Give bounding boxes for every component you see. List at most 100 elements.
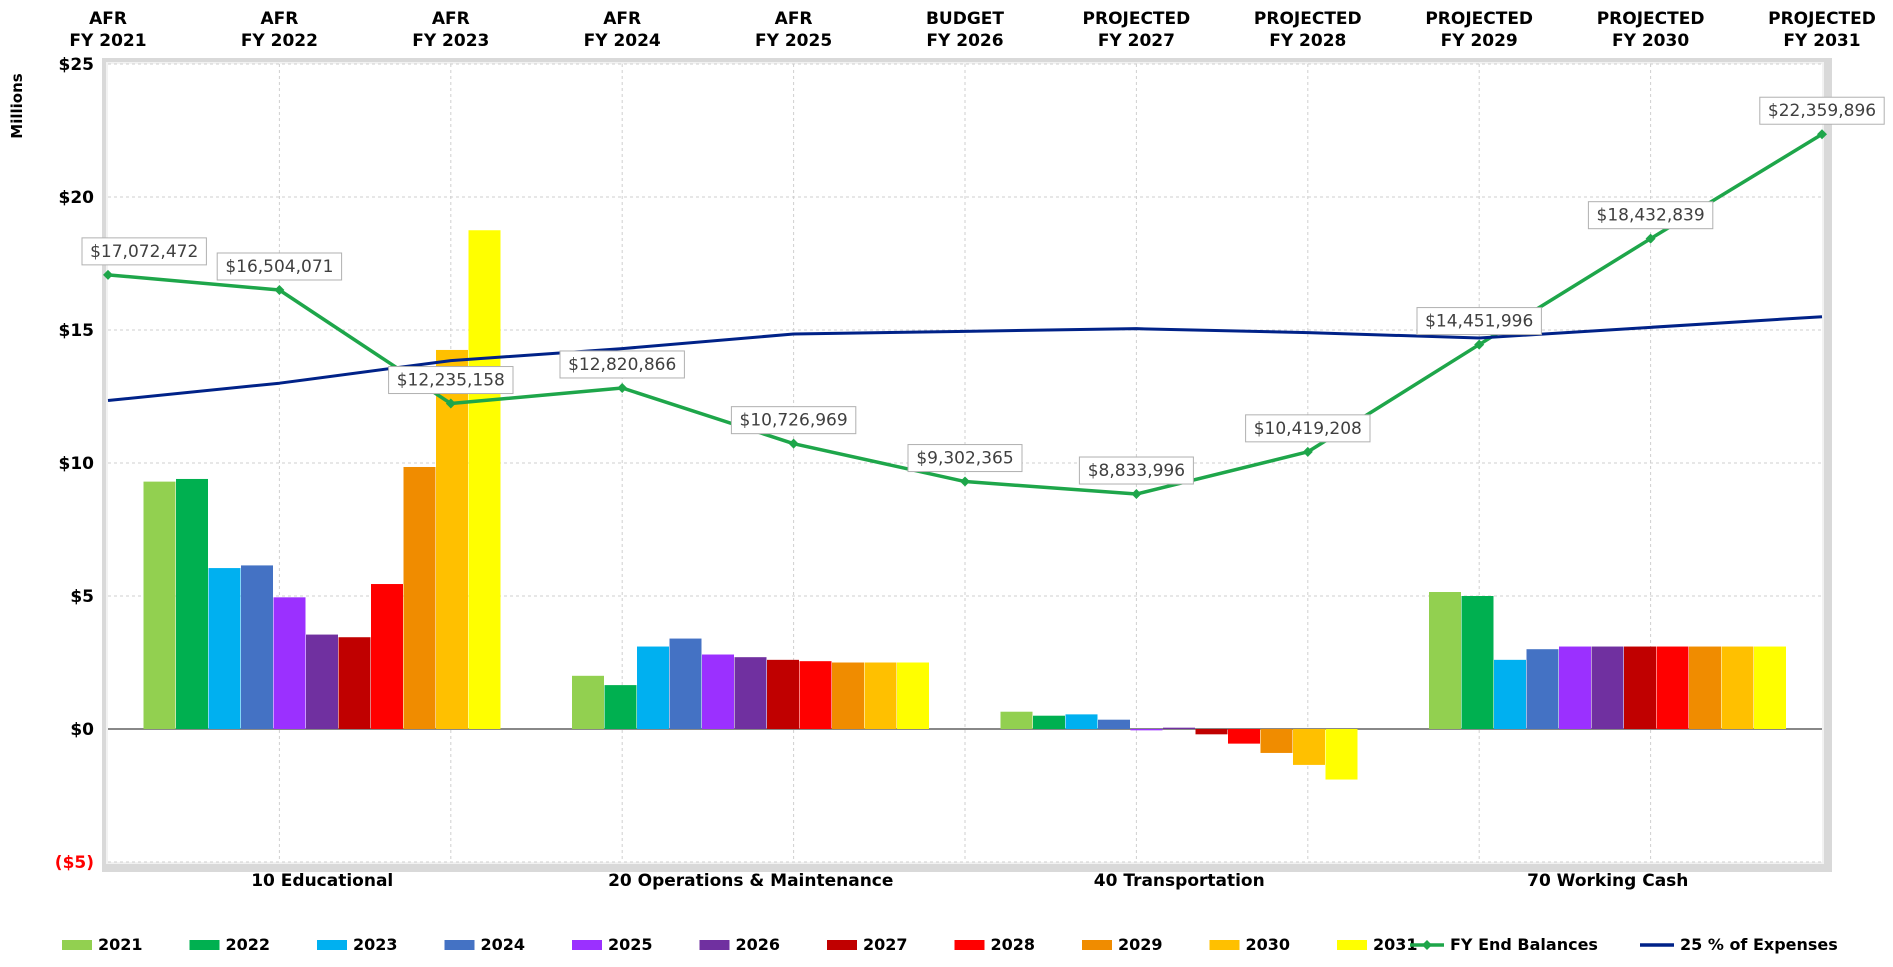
data-label-box <box>730 406 857 435</box>
bar-2029-cat4 <box>1689 646 1721 729</box>
data-label-box <box>388 366 514 395</box>
top-label-line1: AFR <box>603 9 641 29</box>
bar-2028-cat4 <box>1656 646 1689 729</box>
bar-2031-cat4 <box>1754 646 1786 729</box>
legend-swatch <box>827 940 857 950</box>
bar-2030-cat3 <box>1293 729 1325 765</box>
bar-2027-cat4 <box>1624 646 1656 729</box>
top-label-line2: FY 2023 <box>412 31 489 51</box>
data-label-box <box>1245 414 1371 443</box>
bars <box>143 230 1786 780</box>
data-label: $12,820,866 <box>568 355 676 375</box>
series-point <box>445 398 456 409</box>
data-label: $12,235,158 <box>397 371 505 391</box>
series-point <box>103 269 113 280</box>
top-label-line1: PROJECTED <box>1083 9 1191 29</box>
legend: 2021 2022 2023 2024 2025 2026 2027 2028 2029 2030… <box>62 935 1838 954</box>
bar-2024-cat2 <box>669 638 702 729</box>
category-labels: 10 Educational 20 Operations & Maintenanc… <box>251 871 1688 891</box>
y-tick-label: $20 <box>59 188 95 208</box>
legend-swatch <box>954 940 985 950</box>
top-label-line2: FY 2021 <box>69 31 146 51</box>
top-label-line2: FY 2022 <box>241 31 318 51</box>
y-tick-label: $10 <box>59 454 95 474</box>
top-label-line1: AFR <box>260 9 298 29</box>
bar-2025-cat3 <box>1130 729 1163 731</box>
legend-marker <box>1422 940 1432 950</box>
data-label: $14,451,996 <box>1425 312 1533 332</box>
category-label: 10 Educational <box>251 871 393 891</box>
data-label: $22,359,896 <box>1768 101 1876 121</box>
bar-2027-cat3 <box>1195 729 1228 735</box>
y-tick-label: ($5) <box>55 853 94 873</box>
legend-swatch <box>1082 940 1112 950</box>
data-label-box <box>1587 201 1714 230</box>
bar-2025-cat1 <box>273 597 306 729</box>
data-label: $9,302,365 <box>916 449 1013 469</box>
legend-label: 2022 <box>226 935 271 954</box>
bar-2023-cat1 <box>208 568 241 729</box>
bar-2027-cat2 <box>767 659 799 729</box>
y-tick-label: $0 <box>70 720 94 740</box>
bar-2024-cat1 <box>241 565 273 729</box>
top-label-line1: PROJECTED <box>1768 9 1876 29</box>
bar-2026-cat4 <box>1591 646 1624 729</box>
top-label-line2: FY 2026 <box>926 31 1003 51</box>
top-label-line1: PROJECTED <box>1425 9 1533 29</box>
bar-2028-cat2 <box>799 661 832 729</box>
top-label-line1: PROJECTED <box>1597 9 1705 29</box>
bar-2031-cat1 <box>468 230 501 729</box>
series-point <box>1474 339 1485 350</box>
top-label-line2: FY 2024 <box>584 31 661 51</box>
series-point <box>617 382 628 393</box>
top-label-line1: AFR <box>89 9 127 29</box>
top-label-line2: FY 2029 <box>1441 31 1518 51</box>
bar-2030-cat1 <box>436 349 468 729</box>
legend-label: 2030 <box>1246 935 1291 954</box>
data-label-box <box>216 252 343 281</box>
legend-label: 2028 <box>991 935 1036 954</box>
data-label: $16,504,071 <box>225 257 333 277</box>
legend-swatch <box>62 940 92 950</box>
series-point <box>1817 129 1827 140</box>
bar-2027-cat1 <box>338 637 371 729</box>
top-label-line1: AFR <box>432 9 470 29</box>
series-point <box>788 438 799 449</box>
series-point <box>1302 446 1313 457</box>
top-label-line1: PROJECTED <box>1254 9 1362 29</box>
bar-2025-cat4 <box>1559 646 1591 729</box>
data-label-box <box>1078 456 1194 485</box>
data-label-box <box>907 444 1023 473</box>
series-point <box>1645 233 1656 244</box>
bar-2029-cat1 <box>403 466 436 729</box>
series-point <box>960 476 970 487</box>
top-label-line1: BUDGET <box>926 9 1004 29</box>
bar-2029-cat3 <box>1260 729 1293 753</box>
bar-2028-cat3 <box>1228 729 1260 744</box>
bar-2021-cat3 <box>1000 711 1033 729</box>
bar-2022-cat1 <box>176 478 208 729</box>
bar-2026-cat1 <box>306 634 338 729</box>
legend-swatch <box>1209 940 1240 950</box>
top-label-line2: FY 2030 <box>1612 31 1689 51</box>
y-tick-label: $5 <box>70 587 94 607</box>
legend-swatch <box>317 940 347 950</box>
y-tick-label: $25 <box>59 55 95 75</box>
top-label-line2: FY 2028 <box>1269 31 1346 51</box>
legend-swatch <box>699 940 730 950</box>
bar-2024-cat4 <box>1526 649 1559 729</box>
top-label-line2: FY 2031 <box>1783 31 1860 51</box>
bar-2022-cat4 <box>1461 596 1494 729</box>
y-axis-tick-labels: $25 $20 $15 $10 $5 $0 ($5) <box>55 55 94 873</box>
bar-2026-cat2 <box>734 657 767 729</box>
bar-2022-cat2 <box>604 685 637 729</box>
legend-label: 2021 <box>98 935 143 954</box>
bar-2021-cat1 <box>143 481 176 729</box>
legend-label: 2029 <box>1118 935 1163 954</box>
top-label-line2: FY 2027 <box>1098 31 1175 51</box>
legend-swatch <box>189 940 220 950</box>
legend-label: 2031 <box>1373 935 1418 954</box>
data-label-box <box>1416 307 1542 336</box>
data-label: $18,432,839 <box>1597 206 1705 226</box>
data-label: $8,833,996 <box>1088 461 1185 481</box>
